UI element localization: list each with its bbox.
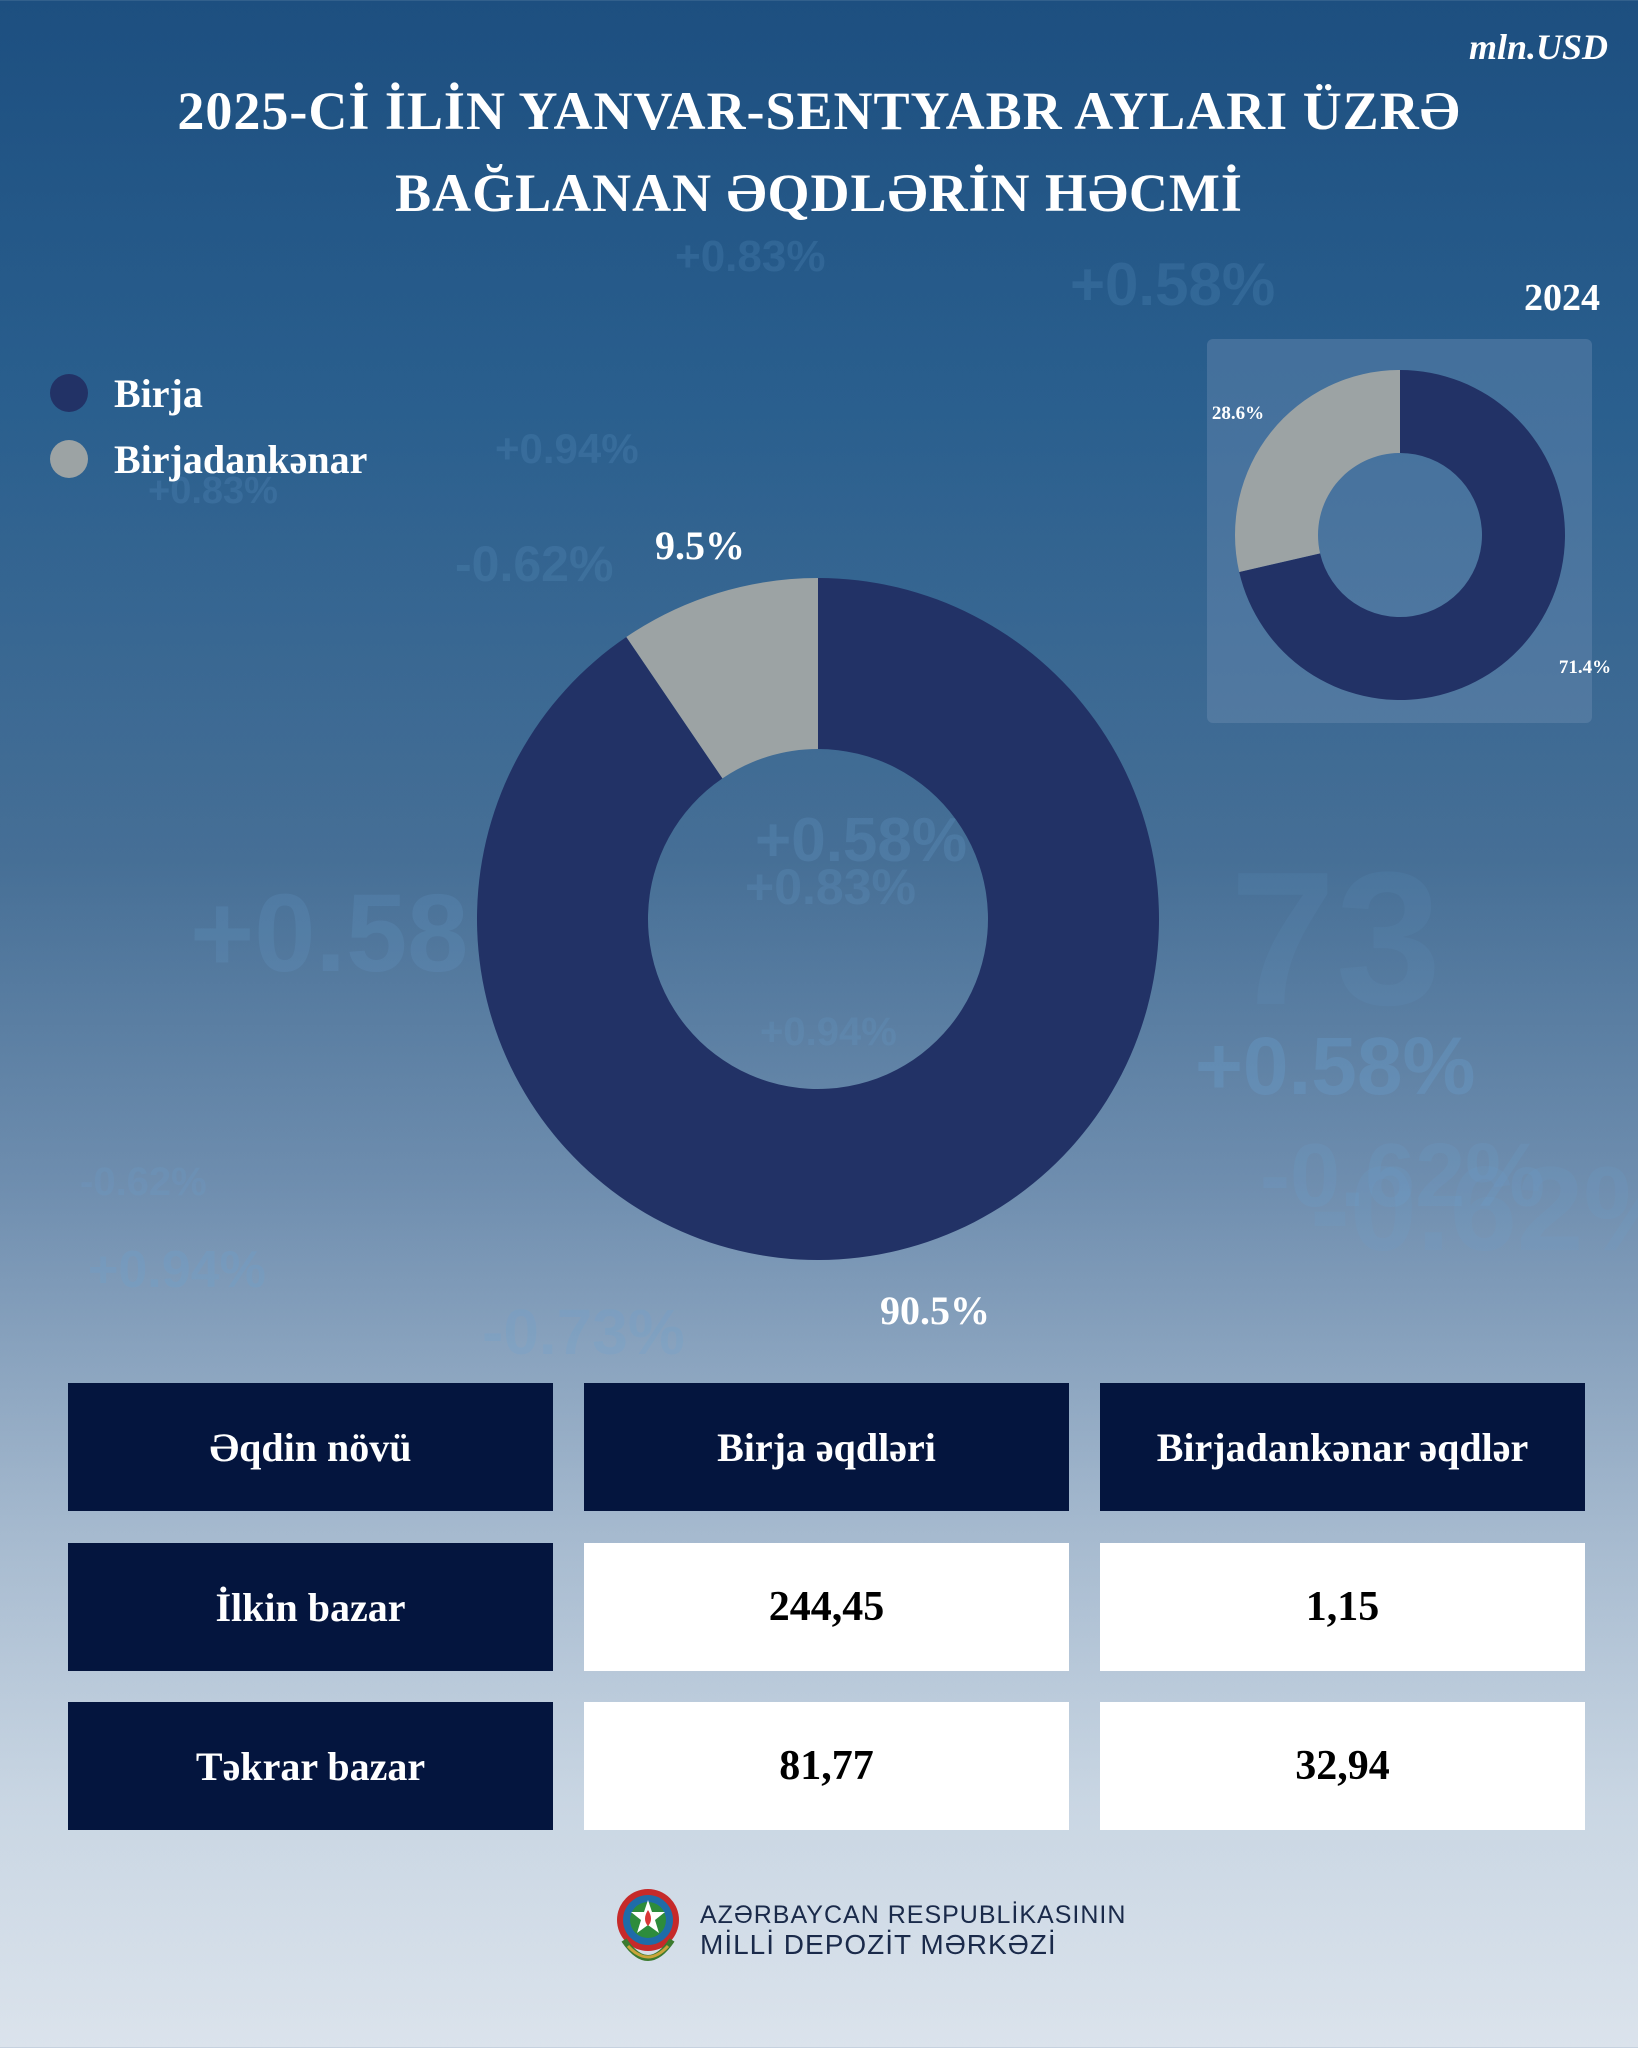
- donut-data-label: 71.4%: [1559, 657, 1611, 678]
- donut-slice-birjadankənar: [626, 578, 818, 779]
- main-donut-chart: 90.5% 9.5%: [476, 523, 1159, 1333]
- background-number: -0.62%: [80, 1160, 207, 1204]
- unit-label: mln.USD: [1468, 27, 1608, 67]
- emblem-icon: [617, 1889, 679, 1961]
- background-number: -0.62%: [455, 536, 614, 592]
- background-number: +0.83%: [148, 470, 278, 512]
- table-cell: 244,45: [584, 1543, 1069, 1671]
- background-number: -0.62%: [1310, 1142, 1638, 1276]
- page-title: 2025-Cİ İLİN YANVAR-SENTYABR AYLARI ÜZRƏ…: [0, 70, 1638, 234]
- table-header-cell: Birja əqdləri: [584, 1383, 1069, 1511]
- background-number: +0.83%: [675, 232, 826, 281]
- legend-swatch-birjadankenar: [50, 440, 88, 478]
- inset-chart-title: 2024: [1524, 277, 1600, 319]
- donut-slice-birjadankənar: [1235, 370, 1400, 573]
- background-number: -0.62%: [1260, 1126, 1546, 1226]
- background-number: -0.73%: [482, 1296, 685, 1368]
- legend-swatch-birja: [50, 374, 88, 412]
- footer-organization-name: AZƏRBAYCAN RESPUBLİKASININ MİLLİ DEPOZİT…: [700, 1900, 1126, 1960]
- background-number: 73: [1230, 833, 1442, 1045]
- legend-label-birja: Birja: [114, 370, 203, 416]
- background-number: +0.83%: [745, 859, 916, 915]
- donut-data-label: 9.5%: [655, 523, 745, 568]
- table-row-header: İlkin bazar: [68, 1543, 553, 1671]
- donut-data-label: 28.6%: [1212, 403, 1264, 424]
- background-number: +0.58%: [1195, 1021, 1476, 1112]
- footer-logo-block: AZƏRBAYCAN RESPUBLİKASININ MİLLİ DEPOZİT…: [614, 1880, 1126, 1980]
- table-row-header: Təkrar bazar: [68, 1702, 553, 1830]
- donut-slice-birja: [476, 578, 1159, 1261]
- legend-label-birjadankenar: Birjadankənar: [114, 436, 368, 482]
- background-number: +0.94%: [88, 1241, 266, 1299]
- table-header-cell: Birjadankənar əqdlər: [1100, 1383, 1585, 1511]
- table-header-cell: Əqdin növü: [68, 1383, 553, 1511]
- footer-line-2: MİLLİ DEPOZİT MƏRKƏZİ: [700, 1929, 1057, 1960]
- title-line-1: 2025-Cİ İLİN YANVAR-SENTYABR AYLARI ÜZRƏ: [177, 81, 1461, 141]
- background-number: +0.94%: [495, 425, 639, 472]
- inset-donut-chart: 71.4% 28.6%: [1212, 370, 1611, 700]
- donut-data-label: 90.5%: [880, 1288, 990, 1333]
- donut-slice-birja: [1239, 370, 1565, 700]
- background-number: +0.58: [190, 872, 469, 995]
- table-cell: 81,77: [584, 1702, 1069, 1830]
- background-number: +0.94%: [760, 1010, 897, 1054]
- donut-charts: 90.5% 9.5% 71.4% 28.6%: [476, 370, 1611, 1333]
- legend-item-birjadankenar: Birjadankənar: [50, 426, 367, 492]
- background-number: +0.58%: [755, 806, 968, 875]
- footer-line-1: AZƏRBAYCAN RESPUBLİKASININ: [700, 1901, 1127, 1929]
- background-number: +0.58%: [1070, 251, 1276, 318]
- table-cell: 32,94: [1100, 1702, 1585, 1830]
- title-line-2: BAĞLANAN ƏQDLƏRİN HƏCMİ: [395, 163, 1243, 223]
- table-cell: 1,15: [1100, 1543, 1585, 1671]
- legend-item-birja: Birja: [50, 360, 367, 426]
- chart-legend: Birja Birjadankənar: [50, 360, 367, 492]
